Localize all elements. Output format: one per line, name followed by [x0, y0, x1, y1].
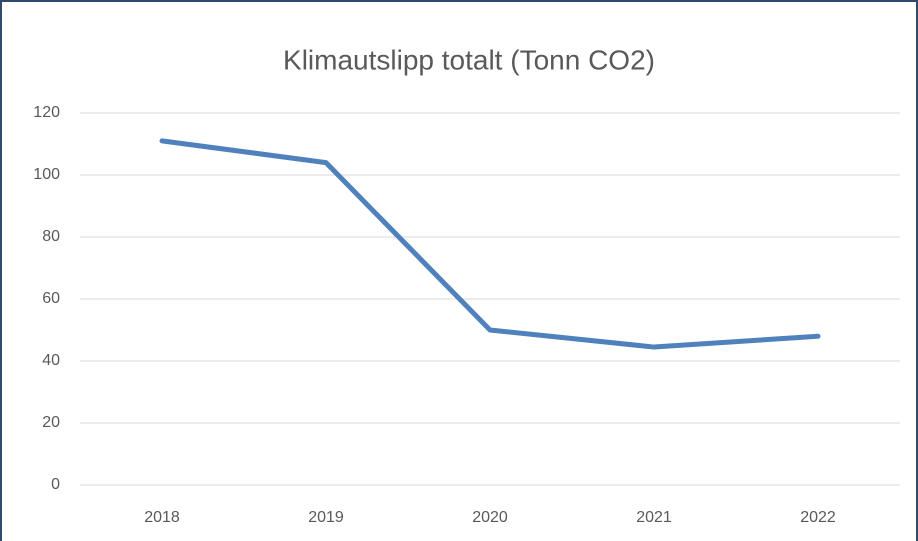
x-tick-label: 2019	[308, 509, 344, 526]
y-tick-label: 100	[33, 166, 60, 183]
x-tick-label: 2022	[800, 509, 836, 526]
y-tick-label: 80	[42, 228, 60, 245]
y-tick-label: 0	[51, 476, 60, 493]
y-tick-label: 20	[42, 414, 60, 431]
y-tick-label: 40	[42, 352, 60, 369]
line-series	[159, 138, 821, 350]
y-tick-label: 60	[42, 290, 60, 307]
y-tick-label: 120	[33, 104, 60, 121]
chart-title: Klimautslipp totalt (Tonn CO2)	[283, 44, 655, 75]
x-tick-label: 2021	[636, 509, 672, 526]
x-tick-label: 2018	[144, 509, 180, 526]
x-tick-label: 2020	[472, 509, 508, 526]
